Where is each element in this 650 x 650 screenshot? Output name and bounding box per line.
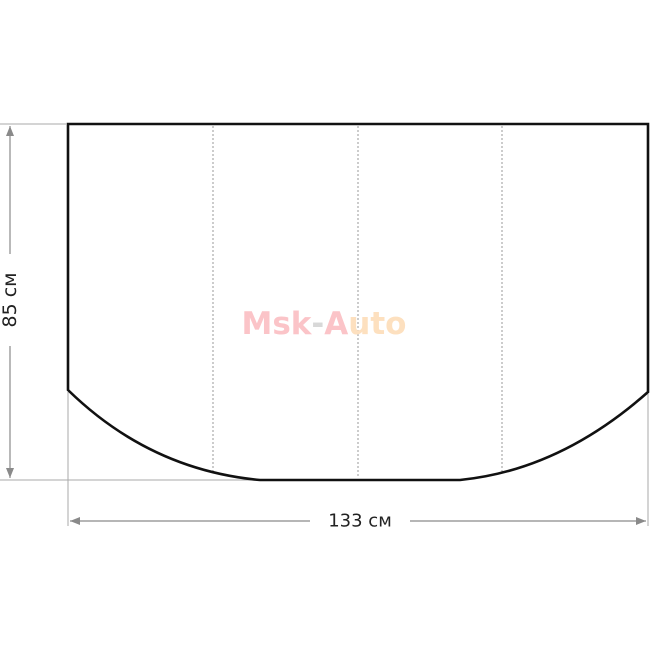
width-label: 133 см [328, 511, 392, 532]
watermark-part: - [311, 306, 324, 342]
width-dimension: 133 см [70, 511, 646, 532]
watermark: Msk-Auto [242, 306, 407, 342]
extension-lines [0, 123, 649, 526]
watermark-part: A [324, 306, 348, 342]
height-label: 85 см [0, 273, 21, 328]
watermark-part: Msk [242, 306, 313, 342]
fold-lines [212, 126, 503, 478]
shade-outline [66, 122, 650, 482]
height-dimension: 85 см [0, 126, 21, 478]
watermark-part: uto [348, 306, 406, 342]
